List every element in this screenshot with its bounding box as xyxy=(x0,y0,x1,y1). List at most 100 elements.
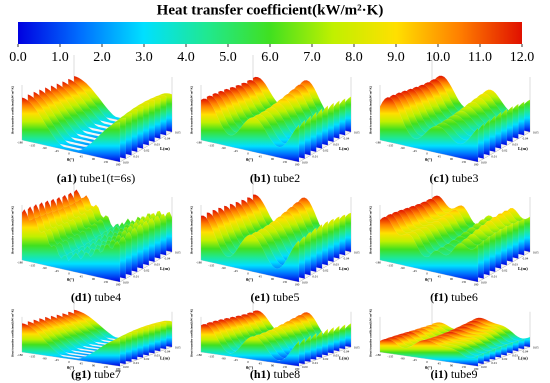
y-tick-label: 0.02 xyxy=(144,269,150,273)
x-tick-label: -180 xyxy=(196,353,202,357)
x-tick-label: 0 xyxy=(247,152,249,156)
x-axis-label: θ(°) xyxy=(425,277,433,282)
x-tick-label: 90 xyxy=(271,277,275,281)
x-tick-label: 45 xyxy=(80,362,84,366)
x-tick-label: -90 xyxy=(400,356,405,360)
x-tick-label: -90 xyxy=(221,356,226,360)
x-tick-label: 180 xyxy=(474,283,479,287)
x-tick-label: 90 xyxy=(450,157,454,161)
x-tick-label: 90 xyxy=(92,363,96,367)
x-tick-label: -45 xyxy=(413,269,418,273)
y-tick-label: 0.05 xyxy=(175,131,181,135)
z-axis-label: Heat transfer coefficient(kW/m²·K) xyxy=(11,86,15,134)
y-tick-label: 0.02 xyxy=(502,149,508,153)
surface-plot: Heat transfer coefficient(kW/m²·K)-180-1… xyxy=(190,55,360,167)
y-tick-label: 0.03 xyxy=(512,353,518,357)
y-tick-label: 0.05 xyxy=(175,251,181,255)
x-tick-label: 135 xyxy=(461,160,466,164)
y-tick-label: 0.04 xyxy=(344,137,350,141)
x-tick-label: 135 xyxy=(461,365,466,369)
x-axis-label: θ(°) xyxy=(246,157,254,162)
y-tick-label: 0.02 xyxy=(502,357,508,361)
y-tick-label: 0.02 xyxy=(144,149,150,153)
x-tick-label: -135 xyxy=(29,143,35,147)
x-tick-label: -90 xyxy=(42,266,47,270)
caption-text: tube9 xyxy=(451,367,478,381)
x-tick-label: -45 xyxy=(413,149,418,153)
x-tick-label: -45 xyxy=(55,149,60,153)
y-tick-label: 0.04 xyxy=(165,137,171,141)
x-tick-label: -90 xyxy=(42,146,47,150)
colorbar-tick-label: 11.0 xyxy=(468,50,492,65)
y-tick-label: 0.01 xyxy=(312,361,318,365)
x-tick-label: -135 xyxy=(29,263,35,267)
surface-strip xyxy=(21,97,121,163)
x-tick-label: 45 xyxy=(259,154,263,158)
y-tick-label: 0.01 xyxy=(133,155,139,159)
x-tick-label: 180 xyxy=(116,283,121,287)
z-axis-label: Heat transfer coefficient(kW/m²·K) xyxy=(369,309,373,357)
x-tick-label: 45 xyxy=(438,362,442,366)
x-tick-label: 135 xyxy=(103,365,108,369)
y-tick-label: 0.01 xyxy=(491,275,497,279)
x-tick-label: -45 xyxy=(55,358,60,362)
panel-caption: (e1) tube5 xyxy=(251,290,300,304)
y-tick-label: 0.00 xyxy=(302,281,308,285)
colorbar-tick-label: 4.0 xyxy=(177,50,195,65)
x-tick-label: -135 xyxy=(208,263,214,267)
x-tick-label: 90 xyxy=(92,277,96,281)
surface-strip xyxy=(21,323,121,367)
x-tick-label: 45 xyxy=(259,362,263,366)
x-tick-label: 90 xyxy=(92,157,96,161)
y-tick-label: 0.03 xyxy=(333,143,339,147)
x-tick-label: 135 xyxy=(103,160,108,164)
y-tick-label: 0.00 xyxy=(123,281,129,285)
y-tick-label: 0.05 xyxy=(533,346,539,350)
x-tick-label: 135 xyxy=(282,280,287,284)
y-axis-label: L(m) xyxy=(160,266,170,271)
x-tick-label: 45 xyxy=(80,154,84,158)
y-tick-label: 0.03 xyxy=(154,143,160,147)
caption-label: (e1) xyxy=(251,290,270,304)
x-tick-label: -180 xyxy=(196,261,202,265)
caption-text: tube7 xyxy=(94,367,121,381)
y-tick-label: 0.00 xyxy=(302,161,308,165)
y-axis-label: L(m) xyxy=(518,266,528,271)
caption-text: tube6 xyxy=(451,290,478,304)
surface-plot: Heat transfer coefficient(kW/m²·K)-180-1… xyxy=(369,297,539,371)
caption-text: tube4 xyxy=(95,290,122,304)
surface-strip xyxy=(200,215,300,283)
z-axis-label: Heat transfer coefficient(kW/m²·K) xyxy=(190,206,194,254)
z-axis-label: Heat transfer coefficient(kW/m²·K) xyxy=(369,86,373,134)
x-tick-label: 180 xyxy=(295,163,300,167)
x-tick-label: -90 xyxy=(42,356,47,360)
panel-caption: (d1) tube4 xyxy=(71,290,121,304)
y-tick-label: 0.03 xyxy=(154,263,160,267)
z-axis-label: Heat transfer coefficient(kW/m²·K) xyxy=(190,309,194,357)
panel-caption: (b1) tube2 xyxy=(250,171,300,185)
colorbar-tick-label: 1.0 xyxy=(51,50,69,65)
colorbar-tick-label: 9.0 xyxy=(387,50,405,65)
y-tick-label: 0.01 xyxy=(312,155,318,159)
y-tick-label: 0.00 xyxy=(302,365,308,369)
x-tick-label: -135 xyxy=(208,143,214,147)
y-tick-label: 0.04 xyxy=(344,350,350,354)
y-tick-label: 0.05 xyxy=(533,251,539,255)
x-tick-label: -45 xyxy=(234,269,239,273)
x-tick-label: -180 xyxy=(17,141,23,145)
caption-text: tube2 xyxy=(274,171,301,185)
y-tick-label: 0.04 xyxy=(523,137,529,141)
y-tick-label: 0.01 xyxy=(133,275,139,279)
y-tick-label: 0.05 xyxy=(354,131,360,135)
colorbar-tick-label: 6.0 xyxy=(261,50,279,65)
panel-caption: (i1) tube9 xyxy=(431,367,478,381)
colorbar-title: Heat transfer coefficient(kW/m²·K) xyxy=(157,2,384,18)
y-tick-label: 0.05 xyxy=(354,251,360,255)
caption-text: tube5 xyxy=(273,290,300,304)
y-tick-label: 0.02 xyxy=(144,357,150,361)
x-tick-label: 135 xyxy=(282,365,287,369)
y-tick-label: 0.03 xyxy=(512,263,518,267)
x-tick-label: -135 xyxy=(387,263,393,267)
caption-label: (g1) xyxy=(71,367,91,381)
x-tick-label: -45 xyxy=(413,358,418,362)
